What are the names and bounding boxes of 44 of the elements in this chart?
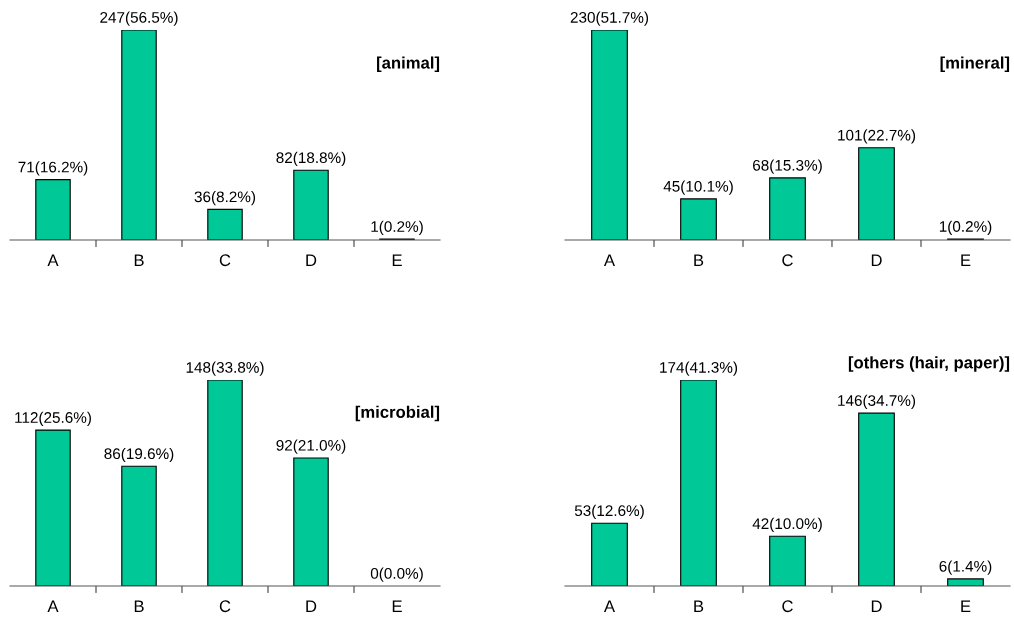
x-tick-label: E bbox=[392, 600, 402, 612]
data-label: 71(16.2%) bbox=[18, 161, 88, 176]
data-label: 53(12.6%) bbox=[574, 504, 644, 520]
x-tick-label: B bbox=[694, 600, 704, 612]
x-tick-label: A bbox=[47, 600, 59, 612]
x-tick-label: C bbox=[782, 600, 793, 613]
data-label: 42(10.0%) bbox=[752, 517, 822, 533]
x-tick-label: B bbox=[694, 254, 704, 266]
x-tick-label: A bbox=[47, 254, 59, 266]
data-label: 101(22.7%) bbox=[838, 129, 916, 144]
data-label: 146(34.7%) bbox=[838, 394, 916, 409]
x-tick-label: B bbox=[134, 254, 144, 266]
x-tick-label: B bbox=[134, 600, 144, 612]
data-label: 112(25.6%) bbox=[15, 411, 91, 426]
data-label: 82(18.8%) bbox=[276, 151, 346, 167]
x-tick-label: E bbox=[961, 254, 971, 266]
x-tick-label: A bbox=[603, 600, 616, 612]
data-label: 174(41.3%) bbox=[660, 361, 738, 376]
data-label: 68(15.3%) bbox=[753, 159, 822, 174]
data-label: 1(0.2%) bbox=[371, 220, 423, 235]
data-label: 1(0.2%) bbox=[939, 220, 992, 235]
x-tick-label: A bbox=[603, 254, 616, 266]
data-label: 86(19.6%) bbox=[104, 447, 174, 463]
x-tick-label: C bbox=[219, 600, 231, 613]
x-tick-label: D bbox=[306, 254, 317, 266]
x-tick-label: D bbox=[871, 254, 882, 266]
x-tick-label: C bbox=[782, 254, 793, 267]
data-label: 0(0.0%) bbox=[370, 567, 423, 582]
data-label: 230(51.7%) bbox=[570, 11, 649, 26]
x-tick-label: D bbox=[306, 600, 317, 612]
data-label: 148(33.8%) bbox=[186, 361, 264, 376]
text: [microbial] bbox=[355, 405, 440, 422]
data-label: 247(56.5%) bbox=[100, 11, 178, 26]
text: [mineral] bbox=[940, 56, 1010, 72]
data-label: 36(8.2%) bbox=[194, 190, 256, 206]
x-tick-label: E bbox=[961, 600, 971, 612]
data-label: 92(21.0%) bbox=[276, 439, 346, 454]
text: [animal] bbox=[377, 56, 440, 72]
x-tick-label: D bbox=[871, 600, 882, 612]
data-label: 6(1.4%) bbox=[939, 560, 992, 575]
x-tick-label: E bbox=[392, 254, 402, 266]
data-label: 45(10.1%) bbox=[663, 180, 733, 195]
x-tick-label: C bbox=[219, 254, 231, 267]
chart-title: [others (hair, paper)] bbox=[848, 356, 1010, 372]
